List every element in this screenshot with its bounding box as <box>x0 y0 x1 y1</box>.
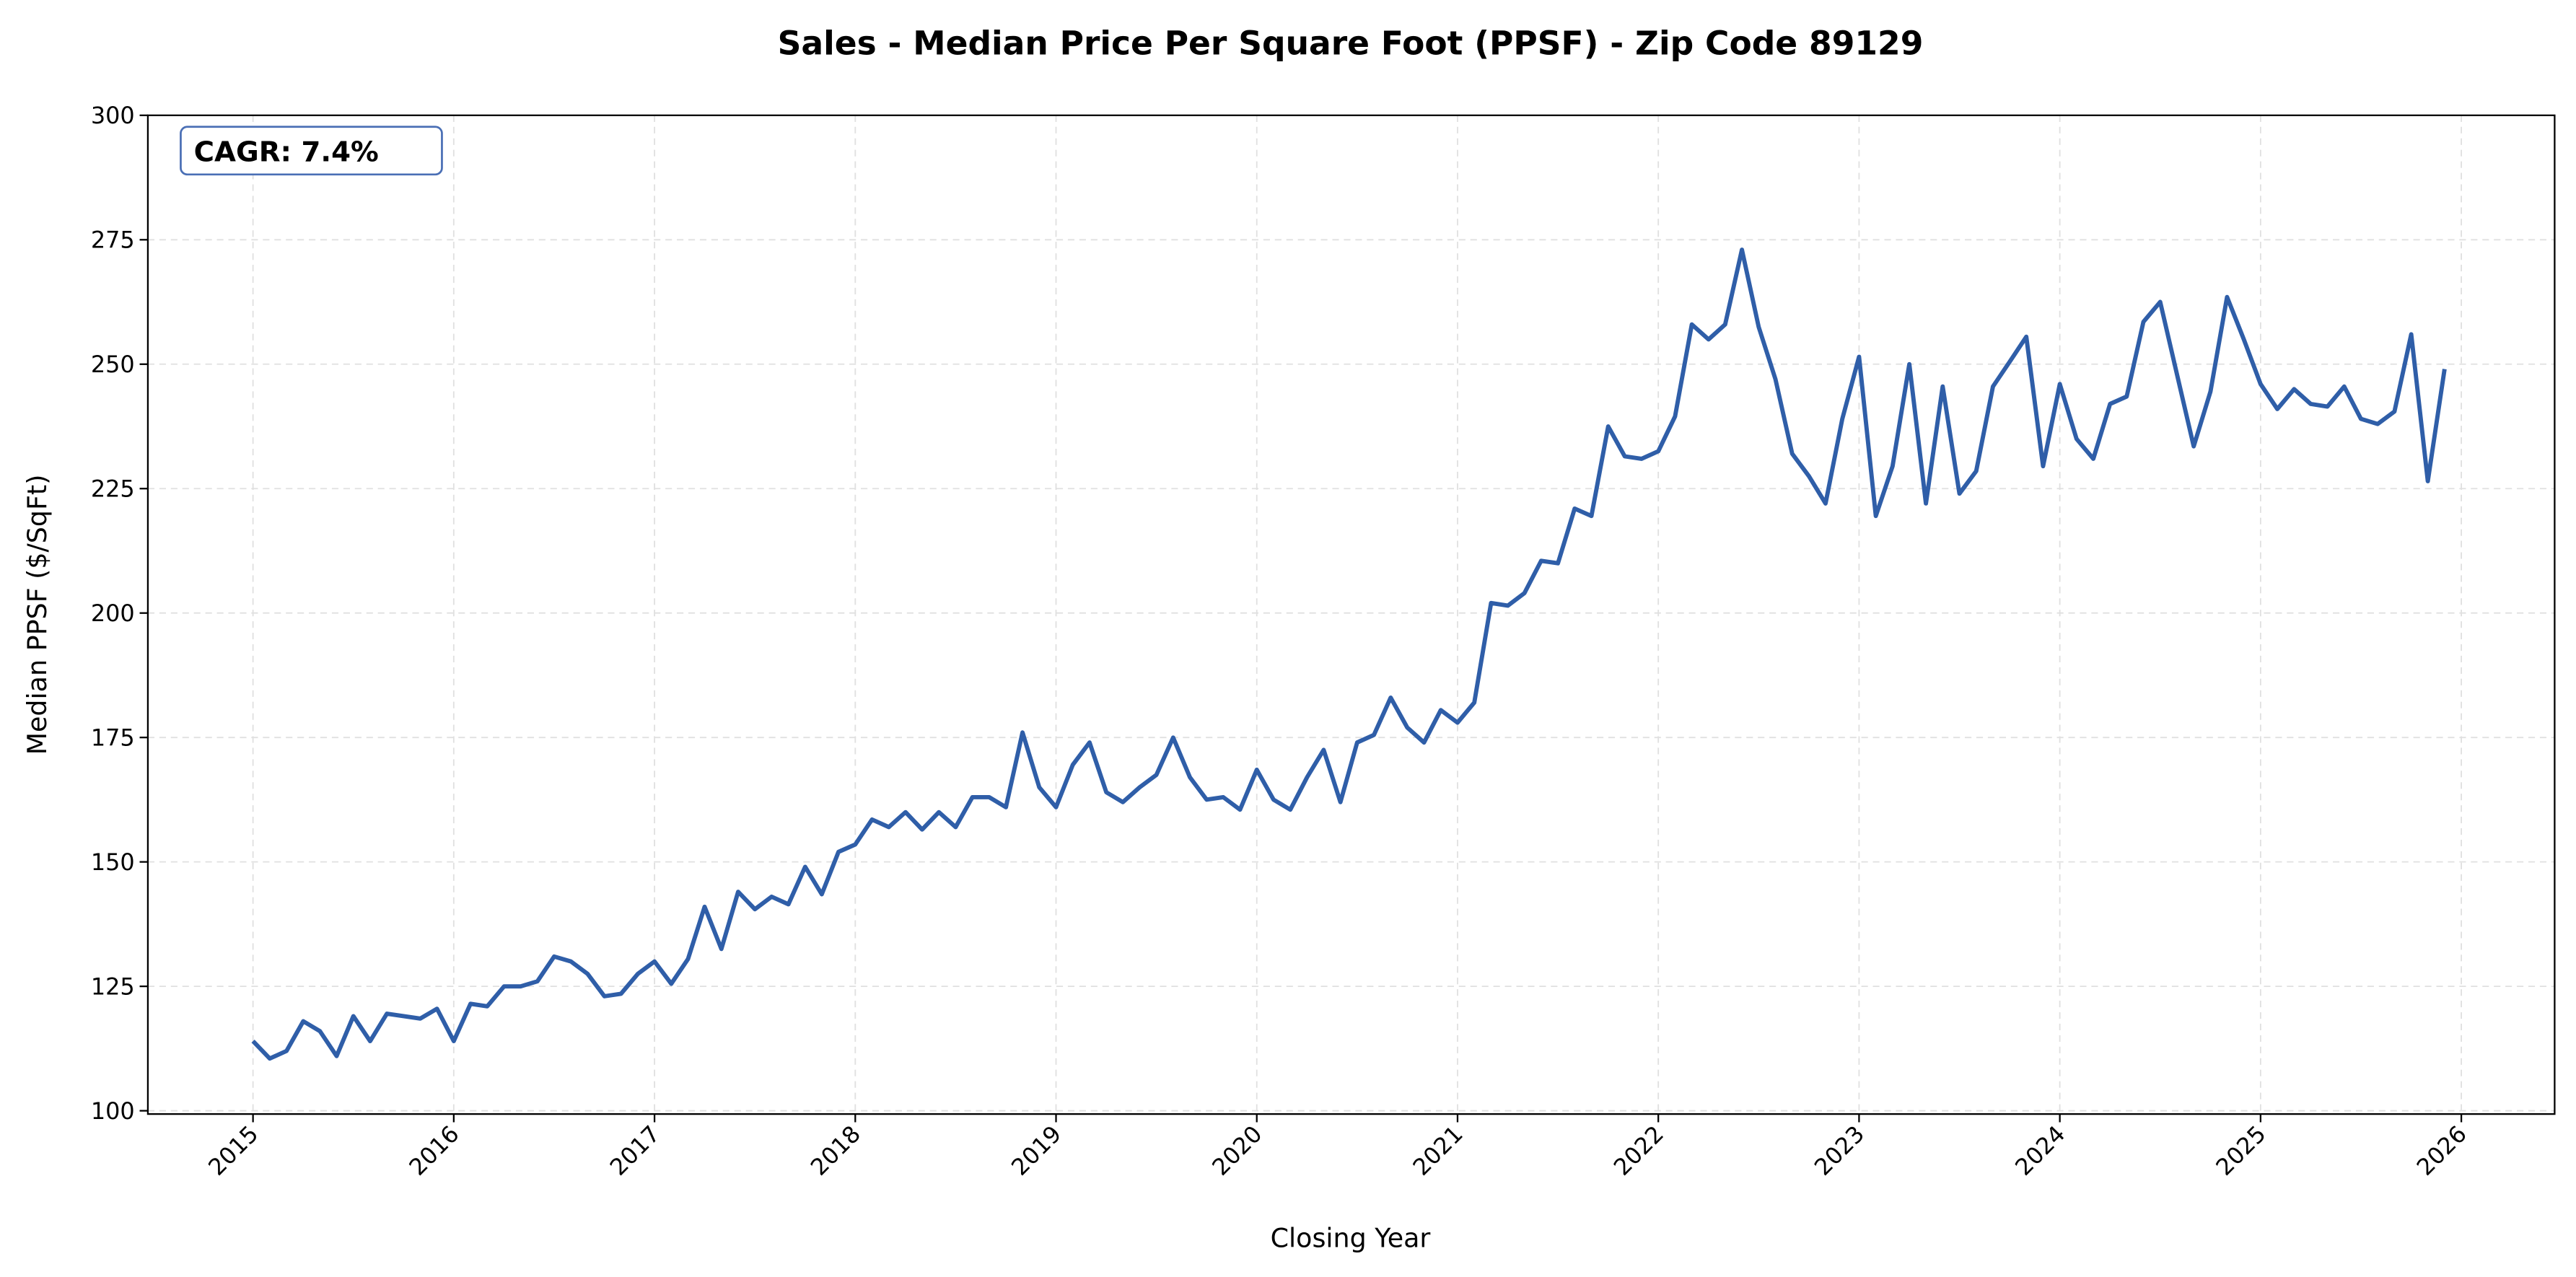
cagr-label: CAGR: 7.4% <box>194 136 379 169</box>
y-tick-label: 250 <box>91 351 135 378</box>
grid <box>147 114 2555 1115</box>
y-axis: 100 125 150 175 200 225 250 275 300 <box>91 102 148 1125</box>
y-tick-label: 225 <box>91 475 135 503</box>
y-tick-label: 175 <box>91 724 135 752</box>
y-tick-label: 275 <box>91 227 135 254</box>
y-tick-label: 300 <box>91 102 135 129</box>
series <box>251 247 2447 1061</box>
y-tick-label: 125 <box>91 973 135 1000</box>
plot-frame <box>146 114 2556 1115</box>
y-tick-label: 100 <box>91 1097 135 1125</box>
cagr-annotation: CAGR: 7.4% <box>180 126 443 176</box>
y-axis-label: Median PPSF ($/SqFt) <box>22 475 53 755</box>
ppsf-series-line <box>251 247 2447 1061</box>
y-tick-label: 150 <box>91 848 135 876</box>
x-axis-label: Closing Year <box>1271 1223 1431 1254</box>
chart-title: Sales - Median Price Per Square Foot (PP… <box>778 25 1924 63</box>
cagr-box <box>180 126 443 176</box>
y-tick-label: 200 <box>91 600 135 627</box>
